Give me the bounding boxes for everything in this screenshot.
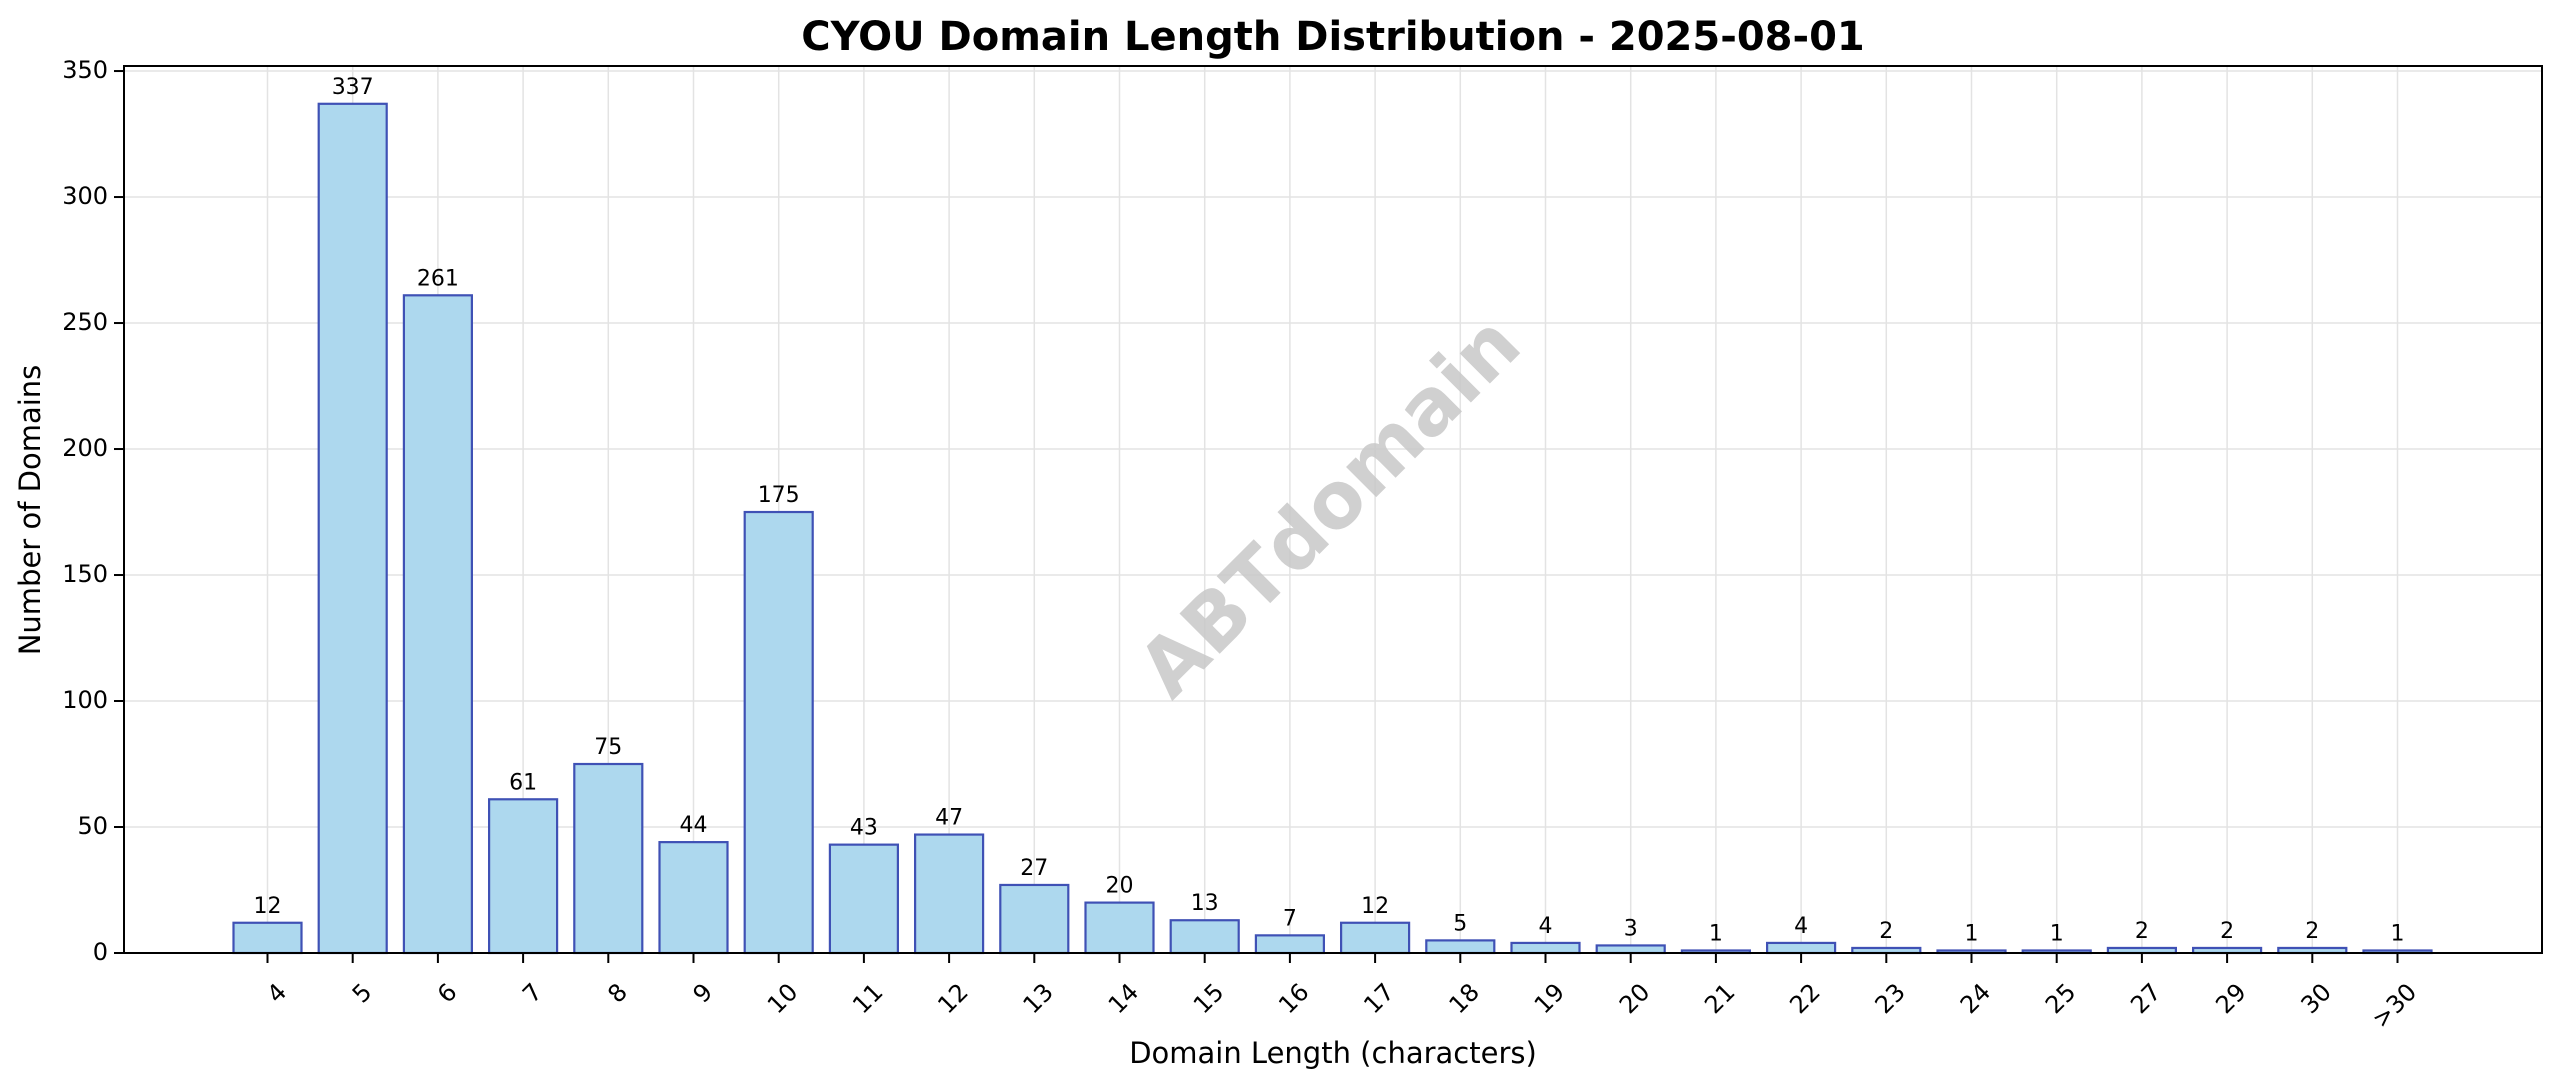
watermark-text: ABTdomain	[1122, 299, 1538, 715]
x-tick-label: 20	[1614, 978, 1655, 1019]
x-tick-label: 27	[2125, 978, 2166, 1019]
x-tick-label: 4	[262, 978, 293, 1009]
bar	[1339, 921, 1411, 955]
grid-lines	[124, 66, 2542, 954]
bar-value-label: 43	[850, 816, 878, 841]
bar-value-label: 47	[935, 806, 963, 831]
x-tick-label: 8	[602, 978, 633, 1009]
bar	[1254, 934, 1326, 955]
bar-value-label: 261	[417, 266, 459, 291]
bar-value-label: 20	[1106, 874, 1134, 899]
bar	[573, 762, 644, 955]
x-tick-label: 13	[1018, 978, 1059, 1019]
x-tick-label: 6	[432, 978, 463, 1009]
bar-value-label: 2	[2220, 919, 2234, 944]
chart-title: CYOU Domain Length Distribution - 2025-0…	[801, 14, 1865, 60]
bar-value-label: 337	[332, 75, 374, 100]
bar-value-label: 1	[2391, 921, 2405, 946]
x-tick-label: 23	[1870, 978, 1911, 1019]
bar	[658, 841, 729, 955]
x-axis-label: Domain Length (characters)	[1129, 1036, 1537, 1070]
x-tick-label: 15	[1188, 978, 1229, 1019]
bar	[232, 921, 303, 955]
y-tick-label: 300	[62, 182, 108, 210]
bar	[828, 843, 900, 955]
bar	[488, 798, 559, 955]
x-tick-label: 25	[2040, 978, 2081, 1019]
y-tick-label: 250	[62, 308, 108, 336]
x-tick-label: 22	[1784, 978, 1825, 1019]
y-tick-label: 100	[62, 686, 108, 714]
y-axis-label: Number of Domains	[13, 365, 47, 656]
bar-value-label: 175	[758, 483, 800, 508]
bar	[1084, 901, 1155, 955]
bar-value-label: 61	[509, 770, 537, 795]
bar-value-label: 44	[680, 813, 708, 838]
y-tick-label: 50	[77, 812, 108, 840]
x-tick-label: 19	[1529, 978, 1570, 1019]
x-tick-label: 11	[847, 978, 888, 1019]
x-tick-label: 7	[517, 978, 548, 1009]
x-tick-label: 12	[932, 978, 973, 1019]
x-tick-label: 21	[1699, 978, 1740, 1019]
bar-value-label: 1	[1965, 921, 1979, 946]
y-tick-label: 0	[93, 938, 108, 966]
bar-value-label: 27	[1020, 856, 1048, 881]
bar	[1169, 919, 1240, 955]
bar-value-label: 2	[2305, 919, 2319, 944]
y-axis-ticks: 0 50 100 150 200 250 300 350	[62, 56, 124, 966]
bar-value-label: 1	[2050, 921, 2064, 946]
bar	[743, 510, 814, 955]
bar-value-label: 7	[1283, 906, 1297, 931]
bar-value-label: 1	[1709, 921, 1723, 946]
x-tick-label: 17	[1358, 978, 1399, 1019]
bar-value-label: 3	[1624, 916, 1638, 941]
x-tick-label: 24	[1955, 978, 1996, 1019]
bar-value-label: 75	[594, 735, 622, 760]
x-tick-label: 16	[1273, 978, 1314, 1019]
x-tick-label: 5	[347, 978, 378, 1009]
bar	[913, 833, 985, 955]
x-tick-label: 18	[1444, 978, 1485, 1019]
x-tick-label: 29	[2210, 978, 2251, 1019]
bar	[1595, 944, 1666, 955]
x-tick-label: 30	[2296, 978, 2337, 1019]
x-tick-label: 14	[1103, 978, 1144, 1019]
bar-value-label: 4	[1539, 914, 1553, 939]
bar	[317, 102, 388, 955]
y-tick-label: 350	[62, 56, 108, 84]
bar-value-label: 2	[2135, 919, 2149, 944]
bar-value-label: 5	[1453, 911, 1467, 936]
x-tick-label: >30	[2367, 978, 2423, 1034]
y-tick-label: 150	[62, 560, 108, 588]
bar	[1510, 941, 1581, 955]
plot-frame	[123, 65, 2543, 954]
bar	[402, 294, 473, 955]
x-tick-label: 10	[762, 978, 803, 1019]
bar-value-label: 12	[1361, 894, 1389, 919]
bar	[1765, 941, 1837, 955]
x-axis-ticks: 4 5 6 7 8 9 10 11 12 13 14 15 16 17 18 19 20 21 22 23 24 25 27…	[262, 953, 2423, 1034]
bar	[999, 883, 1070, 955]
bar-value-label: 12	[254, 894, 282, 919]
bar-value-label: 2	[1879, 919, 1893, 944]
x-tick-label: 9	[688, 978, 719, 1009]
bars	[232, 102, 2433, 955]
bar	[1425, 939, 1496, 955]
bar-value-label: 4	[1794, 914, 1808, 939]
bar-value-label: 13	[1191, 891, 1219, 916]
y-tick-label: 200	[62, 434, 108, 462]
